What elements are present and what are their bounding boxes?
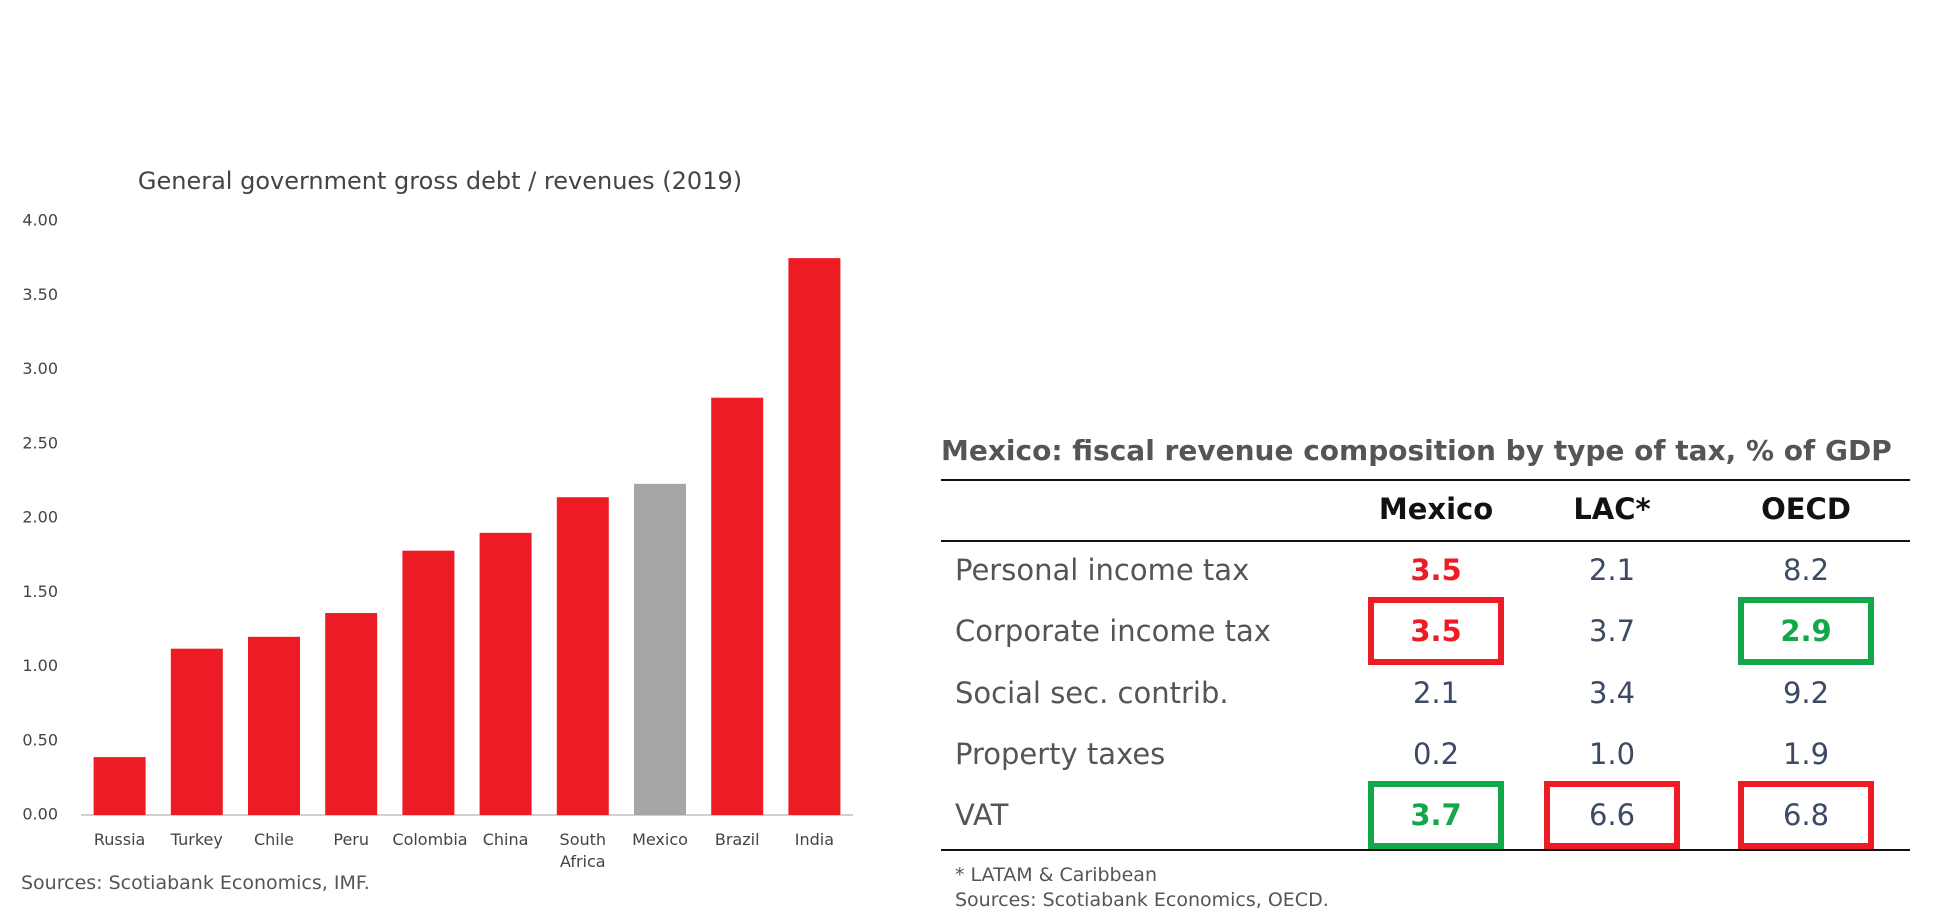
- bar: [556, 497, 609, 815]
- table-cell: 6.6: [1588, 798, 1636, 832]
- row-label: Personal income tax: [955, 553, 1250, 587]
- chart: General government gross debt / revenues…: [22, 167, 853, 824]
- bar: [634, 483, 686, 815]
- bar: [788, 258, 841, 815]
- x-tick-label: Peru: [333, 830, 369, 849]
- table-rule: [941, 849, 1910, 851]
- table-cell: 3.5: [1410, 614, 1462, 648]
- table-cell: 2.9: [1780, 614, 1832, 648]
- bar: [170, 648, 223, 815]
- table-source: Sources: Scotiabank Economics, OECD.: [955, 889, 1329, 911]
- table-cell: 3.7: [1410, 798, 1462, 832]
- chart-source: Sources: Scotiabank Economics, IMF.: [21, 872, 370, 894]
- highlight-box: [1738, 597, 1874, 665]
- x-tick-label: Mexico: [632, 830, 688, 849]
- table-cell: 3.7: [1588, 614, 1636, 648]
- column-header: LAC*: [1573, 492, 1651, 526]
- table-rule: [941, 540, 1910, 542]
- table-cell: 1.0: [1588, 737, 1636, 771]
- y-tick-label: 1.00: [22, 656, 58, 675]
- x-tick-label: South Africa: [559, 830, 607, 871]
- column-header: OECD: [1761, 492, 1851, 526]
- y-tick-label: 0.00: [22, 805, 58, 824]
- table-cell: 3.5: [1410, 553, 1462, 587]
- y-tick-label: 3.50: [22, 285, 58, 304]
- x-tick-label: Brazil: [714, 830, 760, 849]
- x-tick-label: Chile: [253, 830, 295, 849]
- highlight-box: [1738, 781, 1874, 849]
- x-tick-label: Colombia: [392, 830, 468, 849]
- bar: [325, 613, 378, 815]
- table-cell: 6.8: [1782, 798, 1830, 832]
- y-tick-label: 0.50: [22, 730, 58, 749]
- row-label: Social sec. contrib.: [955, 676, 1229, 710]
- highlight-box: [1368, 597, 1504, 665]
- x-tick-label: India: [794, 830, 835, 849]
- bar: [711, 397, 764, 815]
- y-tick-label: 3.00: [22, 359, 58, 378]
- bar: [93, 757, 146, 815]
- y-tick-label: 1.50: [22, 582, 58, 601]
- x-tick-label: Turkey: [170, 830, 223, 849]
- table-footnote: * LATAM & Caribbean: [955, 864, 1157, 886]
- table-cell: 2.1: [1412, 676, 1460, 710]
- highlight-box: [1544, 781, 1680, 849]
- bar: [402, 550, 455, 815]
- table-cell: 8.2: [1782, 553, 1830, 587]
- column-header: Mexico: [1378, 492, 1494, 526]
- table-cell: 3.4: [1588, 676, 1636, 710]
- table-cell: 1.9: [1782, 737, 1830, 771]
- chart-title: General government gross debt / revenues…: [138, 167, 742, 195]
- row-label: Property taxes: [955, 737, 1166, 771]
- bar: [248, 636, 300, 815]
- table-cell: 2.1: [1588, 553, 1636, 587]
- y-tick-label: 2.00: [22, 508, 58, 527]
- table-cell: 9.2: [1782, 676, 1830, 710]
- bar: [479, 532, 532, 815]
- x-tick-label: China: [482, 830, 529, 849]
- table-cell: 0.2: [1412, 737, 1460, 771]
- y-tick-label: 4.00: [22, 211, 58, 230]
- highlight-box: [1368, 781, 1504, 849]
- x-tick-label: Russia: [93, 830, 146, 849]
- y-tick-label: 2.50: [22, 433, 58, 452]
- table-rule: [941, 479, 1910, 481]
- table-title: Mexico: fiscal revenue composition by ty…: [941, 434, 1892, 467]
- row-label: VAT: [955, 798, 1009, 832]
- row-label: Corporate income tax: [955, 614, 1271, 648]
